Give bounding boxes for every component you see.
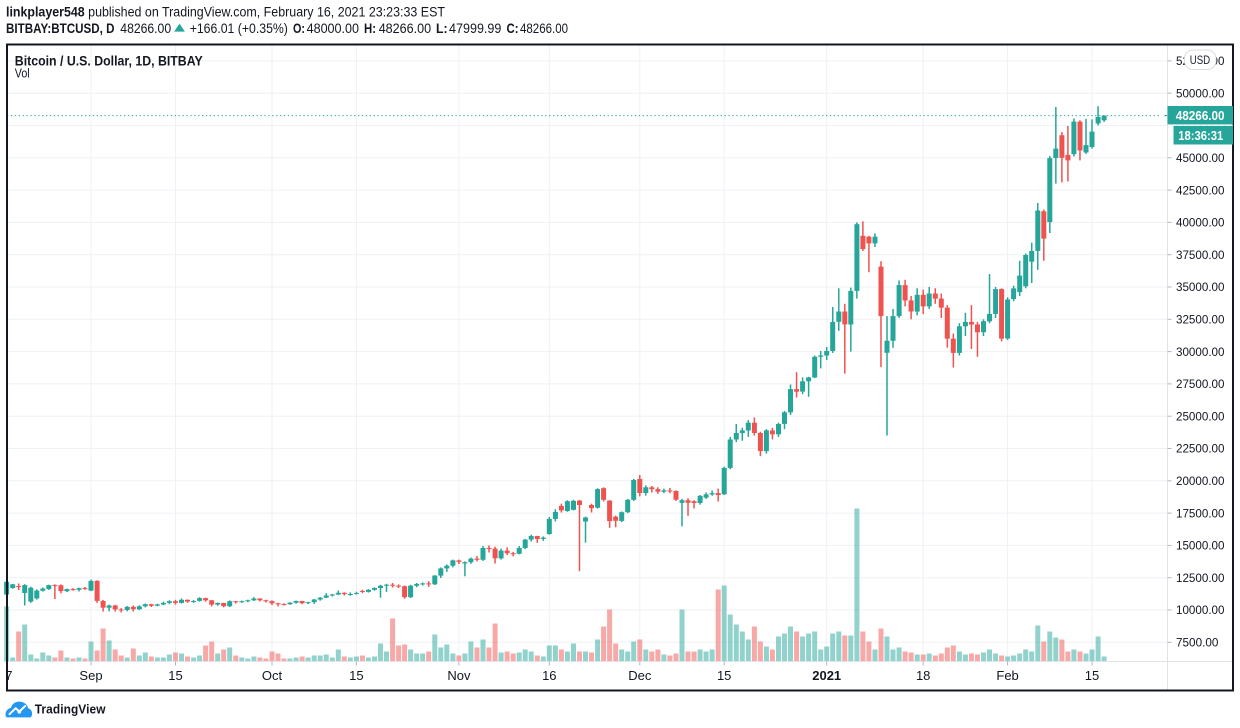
svg-text:TradingView: TradingView [35, 702, 106, 717]
svg-text:18: 18 [916, 668, 930, 683]
svg-text:12500.00: 12500.00 [1176, 571, 1225, 585]
svg-text:22500.00: 22500.00 [1176, 442, 1225, 456]
svg-text:linkplayer548: linkplayer548 [6, 5, 85, 20]
svg-text:15000.00: 15000.00 [1176, 539, 1225, 553]
svg-text:BITBAY:BTCUSD, D: BITBAY:BTCUSD, D [6, 21, 115, 36]
svg-text:15: 15 [1085, 668, 1099, 683]
svg-text:32500.00: 32500.00 [1176, 313, 1225, 327]
svg-text:45000.00: 45000.00 [1176, 151, 1225, 165]
svg-text:20000.00: 20000.00 [1176, 474, 1225, 488]
svg-text:17500.00: 17500.00 [1176, 506, 1225, 520]
svg-text:10000.00: 10000.00 [1176, 603, 1225, 617]
svg-text:Bitcoin / U.S. Dollar, 1D, BIT: Bitcoin / U.S. Dollar, 1D, BITBAY [15, 54, 203, 69]
svg-text:25000.00: 25000.00 [1176, 409, 1225, 423]
svg-text:+166.01 (+0.35%): +166.01 (+0.35%) [190, 21, 288, 36]
svg-text:48000.00: 48000.00 [307, 21, 359, 36]
svg-text:O:: O: [293, 21, 305, 36]
svg-text:Feb: Feb [996, 668, 1018, 683]
svg-text:Vol: Vol [15, 66, 30, 81]
svg-text:Sep: Sep [79, 668, 102, 683]
svg-text:Nov: Nov [447, 668, 471, 683]
svg-text:7: 7 [5, 668, 12, 683]
svg-text:42500.00: 42500.00 [1176, 183, 1225, 197]
svg-text:H:: H: [364, 21, 376, 36]
svg-text:30000.00: 30000.00 [1176, 345, 1225, 359]
svg-text:47999.99: 47999.99 [449, 21, 501, 36]
svg-text:USD: USD [1190, 55, 1211, 67]
svg-text:15: 15 [717, 668, 731, 683]
svg-text:Dec: Dec [628, 668, 652, 683]
svg-text:published on TradingView.com,: published on TradingView.com, February 1… [85, 5, 445, 20]
svg-text:48266.00: 48266.00 [379, 21, 431, 36]
svg-text:48266.00: 48266.00 [120, 21, 171, 36]
svg-text:16: 16 [542, 668, 556, 683]
svg-text:18:36:31: 18:36:31 [1178, 128, 1223, 143]
svg-text:48266.00: 48266.00 [1176, 108, 1225, 123]
svg-text:C:: C: [507, 21, 519, 36]
svg-text:2021: 2021 [812, 668, 841, 683]
svg-text:15: 15 [168, 668, 182, 683]
svg-text:27500.00: 27500.00 [1176, 377, 1225, 391]
svg-text:37500.00: 37500.00 [1176, 248, 1225, 262]
svg-text:50000.00: 50000.00 [1176, 86, 1225, 100]
svg-text:40000.00: 40000.00 [1176, 216, 1225, 230]
svg-text:Oct: Oct [262, 668, 283, 683]
svg-text:7500.00: 7500.00 [1176, 636, 1219, 650]
svg-text:35000.00: 35000.00 [1176, 280, 1225, 294]
svg-text:15: 15 [349, 668, 363, 683]
svg-text:L:: L: [436, 21, 448, 36]
svg-text:48266.00: 48266.00 [520, 21, 568, 36]
